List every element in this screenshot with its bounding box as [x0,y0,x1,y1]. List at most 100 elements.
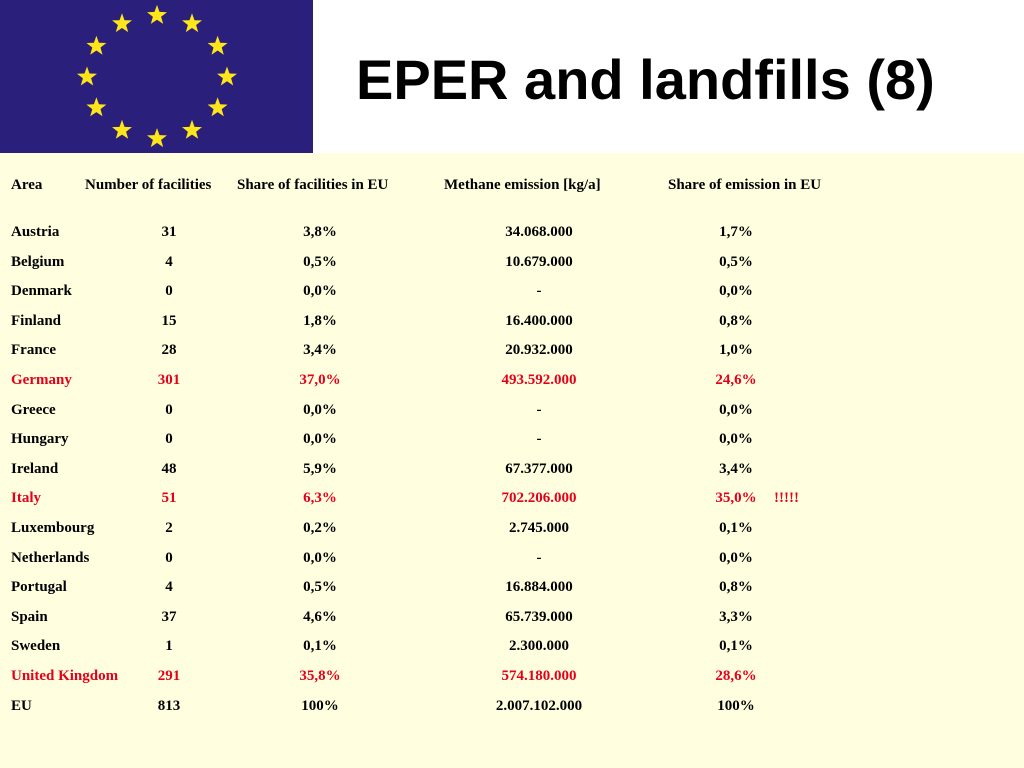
cell-area: Hungary [11,431,69,447]
cell-share-emission: 0,5% [719,254,753,270]
cell-share-facilities: 4,6% [303,609,337,625]
cell-methane: 16.884.000 [505,579,573,595]
star-icon [207,35,228,55]
cell-methane: 34.068.000 [505,224,573,240]
cell-share-emission: 35,0% [715,490,757,506]
star-icon [77,66,97,86]
eu-stars-icon [77,4,237,148]
cell-methane: 65.739.000 [505,609,573,625]
page-title: EPER and landfills (8) [356,48,935,111]
cell-share-emission: 100% [717,698,755,714]
cell-facilities: 0 [165,550,173,566]
cell-share-facilities: 37,0% [299,372,341,388]
cell-methane: - [536,550,542,566]
cell-share-facilities: 3,4% [303,342,337,358]
cell-area: Spain [11,609,48,625]
header-methane: Methane emission [kg/a] [444,177,601,193]
cell-methane: 2.745.000 [509,520,569,536]
cell-facilities: 0 [165,402,173,418]
star-icon [112,13,132,33]
cell-area: Netherlands [11,550,90,566]
cell-facilities: 1 [165,638,173,654]
cell-share-emission: 0,0% [719,431,753,447]
cell-share-emission: 0,8% [719,313,753,329]
cell-methane: - [536,431,542,447]
cell-share-emission: 1,7% [719,224,753,240]
star-icon [86,35,107,55]
cell-share-emission: 28,6% [715,668,757,684]
cell-methane: 10.679.000 [505,254,573,270]
star-icon [207,97,228,117]
cell-area: Germany [11,372,72,388]
cell-facilities: 28 [161,342,177,358]
cell-area: Italy [11,490,41,506]
star-icon [112,119,132,139]
cell-methane: - [536,283,542,299]
cell-share-facilities: 0,0% [303,550,337,566]
header-area: Area [11,177,43,193]
cell-facilities: 48 [161,461,177,477]
cell-facilities: 31 [161,224,177,240]
cell-methane: 16.400.000 [505,313,573,329]
cell-methane: 2.300.000 [509,638,569,654]
cell-share-emission: 0,0% [719,550,753,566]
cell-share-emission: 0,0% [719,283,753,299]
cell-share-emission: 0,0% [719,402,753,418]
cell-share-facilities: 5,9% [303,461,337,477]
cell-share-facilities: 0,0% [303,402,337,418]
cell-facilities: 301 [157,372,181,388]
cell-share-emission: 0,1% [719,520,753,536]
cell-area: Portugal [11,579,67,595]
header-share-emission: Share of emission in EU [668,177,822,193]
cell-share-facilities: 6,3% [303,490,337,506]
star-icon [182,119,202,139]
star-icon [147,128,167,148]
eu-flag [0,0,313,153]
cell-share-emission: 24,6% [715,372,757,388]
cell-area: Austria [11,224,60,240]
cell-area: Greece [11,402,56,418]
data-table: Area Number of facilities Share of facil… [0,153,1024,768]
cell-methane: 574.180.000 [501,668,577,684]
cell-area: Belgium [11,254,65,270]
cell-methane: 2.007.102.000 [495,698,583,714]
cell-share-emission: 3,4% [719,461,753,477]
cell-share-emission: 3,3% [719,609,753,625]
cell-facilities: 51 [161,490,177,506]
cell-facilities: 37 [161,609,177,625]
cell-facilities: 15 [161,313,177,329]
cell-facilities: 291 [157,668,181,684]
cell-facilities: 4 [165,254,173,270]
cell-area: Denmark [11,283,72,299]
cell-area: Ireland [11,461,59,477]
cell-share-facilities: 1,8% [303,313,337,329]
cell-share-facilities: 0,5% [303,579,337,595]
cell-area: France [11,342,56,358]
cell-methane: 702.206.000 [501,490,577,506]
cell-share-facilities: 100% [301,698,339,714]
header-share-facilities: Share of facilities in EU [237,177,389,193]
star-icon [86,97,107,117]
cell-share-facilities: 35,8% [299,668,341,684]
cell-methane: 493.592.000 [501,372,577,388]
cell-facilities: 2 [165,520,173,536]
cell-area: EU [11,698,32,714]
cell-facilities: 0 [165,283,173,299]
cell-facilities: 813 [157,698,181,714]
header-facilities: Number of facilities [85,177,212,193]
cell-facilities: 4 [165,579,173,595]
cell-share-emission: 1,0% [719,342,753,358]
cell-share-facilities: 3,8% [303,224,337,240]
cell-methane: - [536,402,542,418]
cell-area: Finland [11,313,62,329]
cell-area: Sweden [11,638,61,654]
star-icon [147,4,167,24]
star-icon [182,13,202,33]
cell-share-emission: 0,8% [719,579,753,595]
cell-methane: 20.932.000 [505,342,573,358]
cell-share-facilities: 0,2% [303,520,337,536]
cell-share-emission: 0,1% [719,638,753,654]
cell-note: !!!!! [774,490,799,506]
cell-share-facilities: 0,5% [303,254,337,270]
cell-share-facilities: 0,1% [303,638,337,654]
